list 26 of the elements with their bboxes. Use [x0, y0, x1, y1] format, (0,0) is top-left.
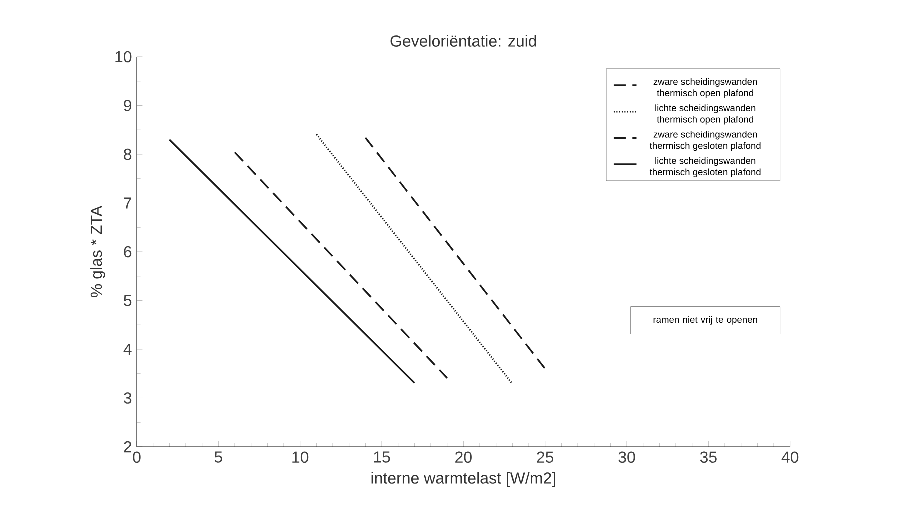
y-tick-label: 3: [124, 392, 132, 404]
x-axis-title: interne warmtelast [W/m2]: [372, 472, 556, 488]
x-tick-label: 10: [292, 452, 309, 464]
x-tick-label: 35: [700, 452, 717, 464]
y-tick-label: 8: [124, 148, 132, 160]
y-tick-label: 10: [116, 51, 132, 63]
x-tick-label: 15: [374, 452, 390, 463]
y-tick-label: 2: [124, 441, 132, 453]
y-axis-title: % glas * ZTA: [90, 206, 106, 298]
y-tick-label: 6: [124, 246, 132, 258]
x-tick-label: 40: [782, 452, 799, 464]
x-tick-label: 20: [456, 452, 472, 464]
y-tick-label: 5: [124, 295, 132, 306]
annotation: ramen niet vrij te openen: [654, 316, 758, 325]
x-tick-label: 25: [537, 452, 554, 464]
x-tick-label: 5: [214, 452, 222, 463]
x-tick-label: 0: [133, 452, 141, 464]
legend-label: lichte scheidingswanden thermisch open plafond: [656, 104, 756, 125]
legend-label: lichte scheidingswanden thermisch gesloten plafond: [650, 157, 761, 178]
y-tick-label: 4: [124, 344, 132, 356]
legend-label: zware scheidingswanden thermisch gesloten plafond: [650, 131, 761, 152]
y-tick-label: 7: [124, 198, 132, 209]
x-tick-label: 30: [618, 452, 636, 464]
legend-label: zware scheidingswanden thermisch open plafond: [654, 78, 758, 98]
chart-title: Geveloriëntatie: zuid: [390, 35, 536, 47]
y-tick-label: 9: [124, 100, 132, 112]
